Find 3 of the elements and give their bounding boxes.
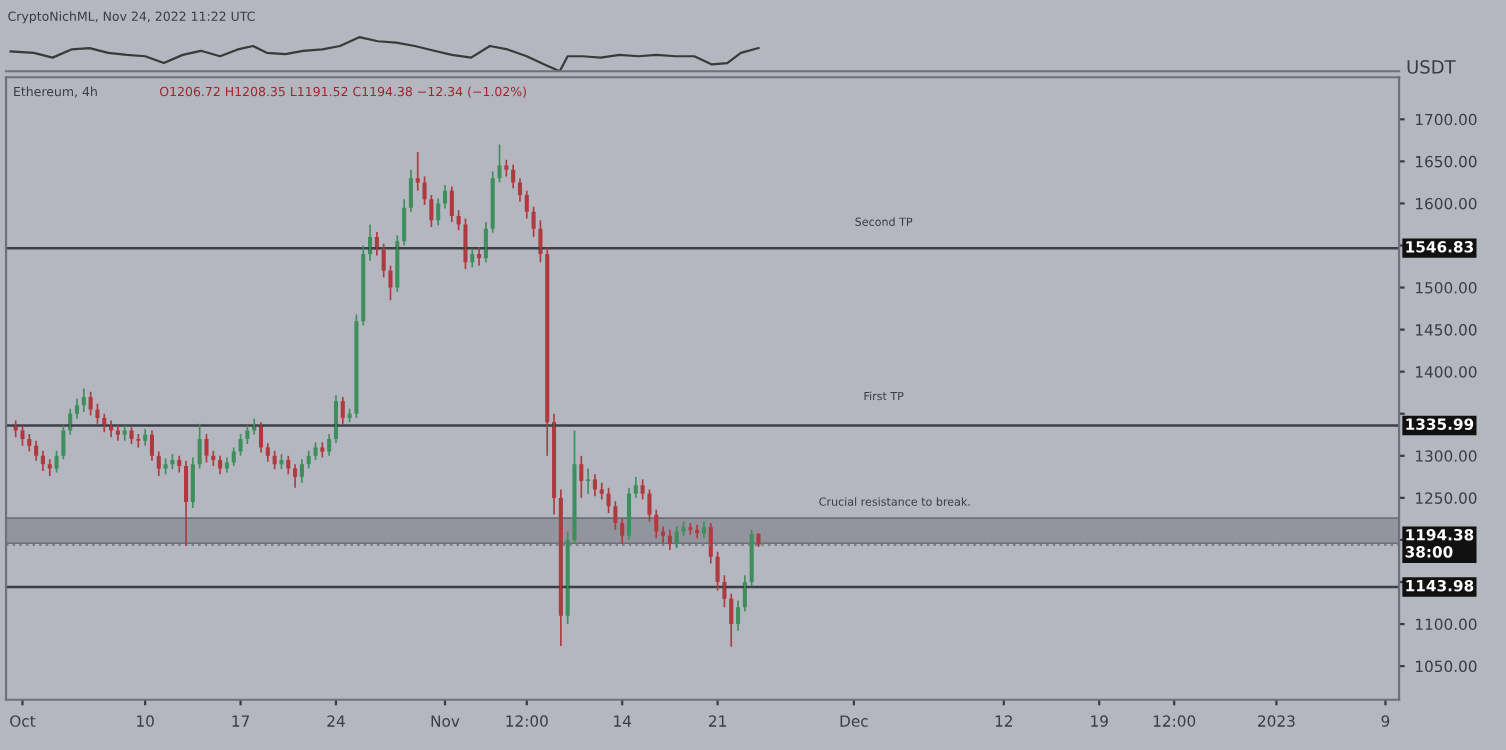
y-axis-title: USDT	[1407, 60, 1456, 74]
candlestick	[204, 433, 209, 464]
candlestick	[20, 424, 25, 447]
